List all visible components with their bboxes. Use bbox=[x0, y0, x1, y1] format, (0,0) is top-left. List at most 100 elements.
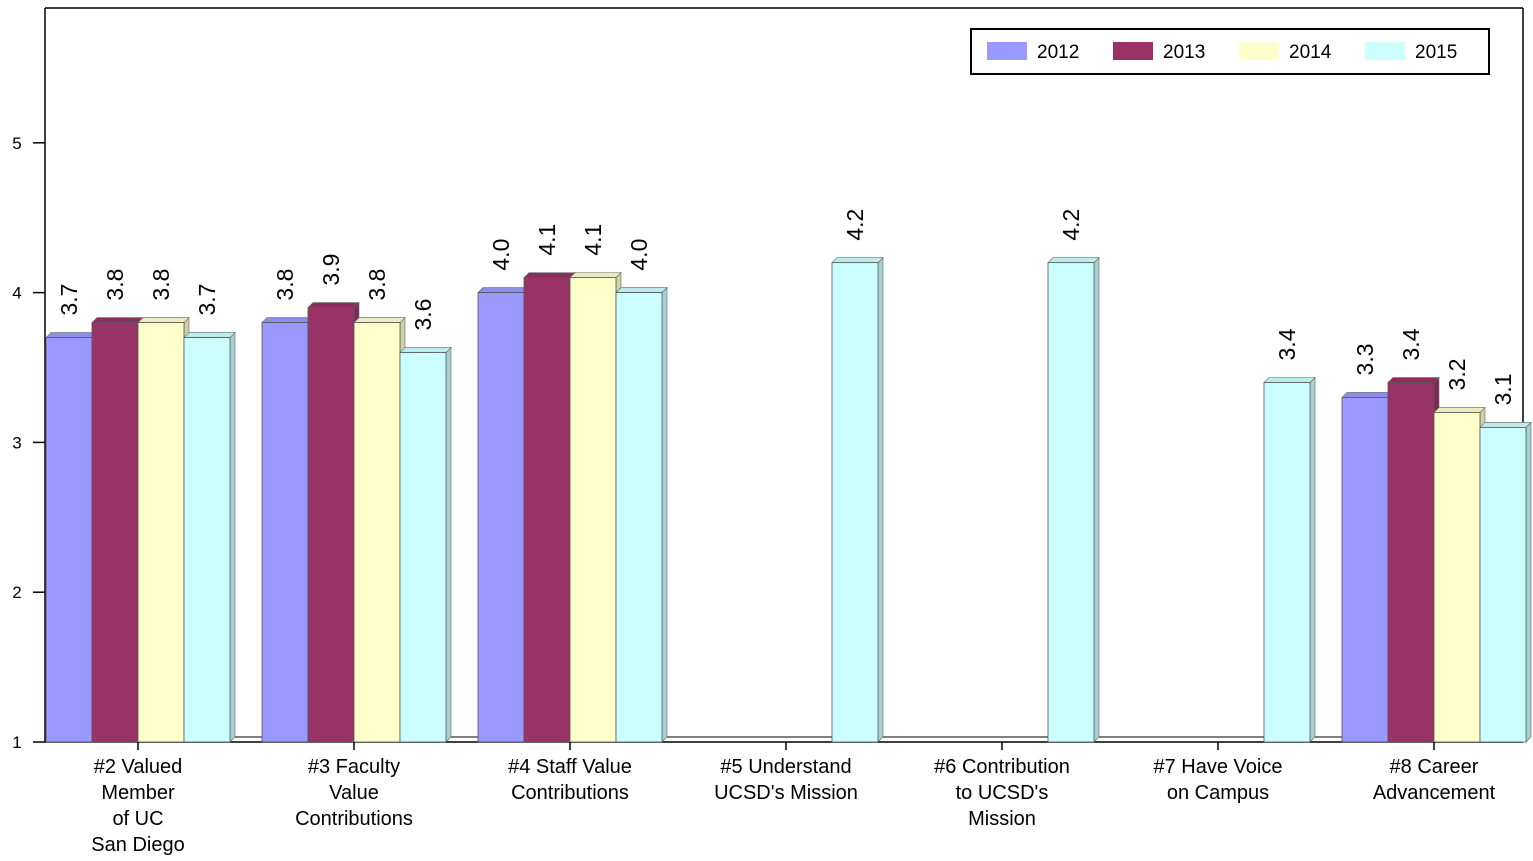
bar-side bbox=[229, 331, 236, 743]
value-label: 4.0 bbox=[488, 239, 514, 271]
category-label-line: #6 Contribution bbox=[934, 756, 1070, 778]
bar-top bbox=[831, 257, 884, 263]
bar-2015-4 bbox=[1047, 262, 1095, 743]
category-label-line: #8 Career bbox=[1390, 756, 1479, 778]
value-label: 4.2 bbox=[842, 209, 868, 241]
y-tick-label: 5 bbox=[12, 134, 21, 153]
value-label: 3.4 bbox=[1398, 328, 1424, 360]
category-label-line: #4 Staff Value bbox=[508, 756, 632, 778]
value-label: 3.8 bbox=[272, 269, 298, 301]
bar-2014-6 bbox=[1433, 412, 1481, 743]
y-tick-label: 1 bbox=[12, 733, 21, 752]
value-label: 3.9 bbox=[318, 254, 344, 286]
bar-2012-6 bbox=[1341, 397, 1389, 743]
bar-top bbox=[1341, 392, 1394, 398]
legend-label: 2014 bbox=[1289, 42, 1332, 63]
value-label: 4.2 bbox=[1058, 209, 1084, 241]
bar-side bbox=[877, 256, 884, 743]
bar-side bbox=[1309, 376, 1316, 743]
legend-swatch-2012 bbox=[987, 42, 1027, 60]
bar-side bbox=[1093, 256, 1100, 743]
bar-side bbox=[445, 346, 452, 743]
value-label: 3.7 bbox=[194, 284, 220, 316]
legend-label: 2012 bbox=[1037, 42, 1079, 63]
category-label-line: of UC bbox=[112, 808, 163, 830]
value-label: 3.1 bbox=[1490, 373, 1516, 405]
category-label: #3 Faculty Value Contributions bbox=[295, 756, 413, 830]
category-label-line: to UCSD's bbox=[956, 782, 1049, 804]
value-label: 3.2 bbox=[1444, 358, 1470, 390]
category-label: #2 Valued Member of UC San Diego bbox=[91, 756, 184, 856]
category-label: #5 Understand UCSD's Mission bbox=[714, 756, 858, 804]
category-label-line: on Campus bbox=[1167, 782, 1269, 804]
category-label-line: Value bbox=[329, 782, 379, 804]
bar-top bbox=[183, 332, 236, 338]
category-label-line: Mission bbox=[968, 808, 1036, 830]
bar-top bbox=[261, 317, 314, 323]
legend-swatch-2014 bbox=[1239, 42, 1279, 60]
category-label: #4 Staff Value Contributions bbox=[508, 756, 632, 804]
category-label-line: Member bbox=[101, 782, 175, 804]
category-label: #8 Career Advancement bbox=[1373, 756, 1496, 804]
bar-top bbox=[1433, 407, 1486, 413]
bar-side bbox=[661, 286, 668, 743]
bar-2015-1 bbox=[399, 352, 447, 743]
bar-top bbox=[615, 287, 668, 293]
legend-label: 2013 bbox=[1163, 42, 1205, 63]
value-label: 4.1 bbox=[580, 224, 606, 256]
category-label-line: #7 Have Voice bbox=[1154, 756, 1283, 778]
value-label: 3.3 bbox=[1352, 343, 1378, 375]
bar-top bbox=[1263, 377, 1316, 383]
value-label: 3.6 bbox=[410, 299, 436, 331]
value-label: 3.8 bbox=[148, 269, 174, 301]
bar-2013-0 bbox=[91, 322, 139, 743]
value-label: 4.1 bbox=[534, 224, 560, 256]
category-label: #6 Contribution to UCSD's Mission bbox=[934, 756, 1070, 830]
y-tick-label: 2 bbox=[12, 583, 21, 602]
value-label: 3.4 bbox=[1274, 328, 1300, 360]
bar-2015-2 bbox=[615, 292, 663, 743]
bar-2013-1 bbox=[307, 307, 355, 743]
bar-2015-0 bbox=[183, 337, 231, 743]
bar-2014-0 bbox=[137, 322, 185, 743]
bar-top bbox=[353, 317, 406, 323]
bar-2012-1 bbox=[261, 322, 309, 743]
category-label-line: Contributions bbox=[511, 782, 629, 804]
category-label: #7 Have Voice on Campus bbox=[1154, 756, 1283, 804]
bar-top bbox=[399, 347, 452, 353]
y-tick-label: 3 bbox=[12, 433, 21, 452]
bar-top bbox=[137, 317, 190, 323]
value-label: 3.7 bbox=[56, 284, 82, 316]
legend-swatch-2015 bbox=[1365, 42, 1405, 60]
bar-2013-2 bbox=[523, 277, 571, 743]
bar-top bbox=[477, 287, 530, 293]
y-tick-label: 4 bbox=[12, 284, 21, 303]
bar-2015-3 bbox=[831, 262, 879, 743]
bar-top bbox=[569, 272, 622, 278]
category-label-line: San Diego bbox=[91, 834, 184, 856]
bar-2013-6 bbox=[1387, 382, 1435, 743]
bar-2012-0 bbox=[45, 337, 93, 743]
bar-top bbox=[91, 317, 144, 323]
value-label: 3.8 bbox=[102, 269, 128, 301]
bar-2014-2 bbox=[569, 277, 617, 743]
bar-top bbox=[1479, 422, 1532, 428]
bar-top bbox=[1047, 257, 1100, 263]
bar-2015-5 bbox=[1263, 382, 1311, 743]
value-label: 3.8 bbox=[364, 269, 390, 301]
value-label: 4.0 bbox=[626, 239, 652, 271]
bar-top bbox=[45, 332, 98, 338]
bar-side bbox=[1525, 421, 1532, 743]
bar-2014-1 bbox=[353, 322, 401, 743]
category-label-line: #3 Faculty bbox=[308, 756, 400, 778]
category-label-line: UCSD's Mission bbox=[714, 782, 858, 804]
bar-top bbox=[1387, 377, 1440, 383]
category-label-line: Contributions bbox=[295, 808, 413, 830]
legend-swatch-2013 bbox=[1113, 42, 1153, 60]
category-label-line: #2 Valued bbox=[94, 756, 183, 778]
bar-top bbox=[307, 302, 360, 308]
bar-2015-6 bbox=[1479, 427, 1527, 743]
bar-2012-2 bbox=[477, 292, 525, 743]
